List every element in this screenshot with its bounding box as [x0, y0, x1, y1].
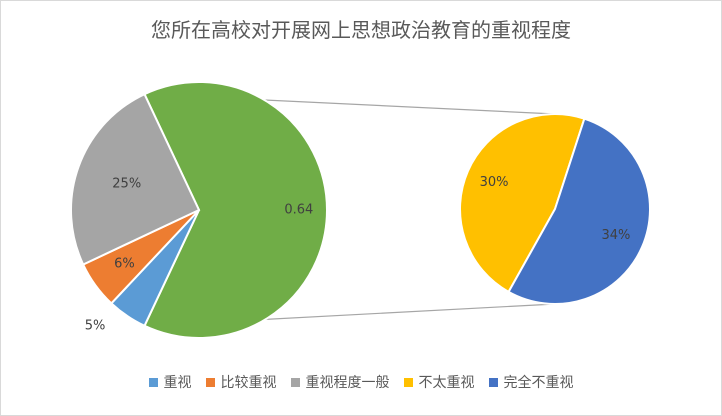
legend-label: 重视程度一般 [305, 375, 390, 391]
secondary-pie-data-label: 30% [480, 175, 509, 190]
main-pie-data-label: 6% [114, 257, 135, 272]
main-pie-data-label: 5% [85, 318, 106, 333]
legend-item: 重视程度一般 [290, 372, 390, 392]
main-pie-slice [143, 81, 328, 339]
secondary-pie-data-label: 34% [601, 228, 630, 243]
main-pie-data-label: 25% [112, 176, 141, 191]
main-pie-data-label: 0.64 [284, 203, 313, 218]
legend-swatch [148, 377, 158, 387]
legend-item: 重视 [148, 372, 192, 392]
main-pie-slice [70, 92, 201, 266]
legend-label: 重视 [163, 375, 192, 391]
legend-swatch [205, 377, 215, 387]
secondary-pie-slice [507, 117, 651, 305]
legend-swatch [403, 377, 413, 387]
legend-item: 不太重视 [403, 372, 475, 392]
legend-swatch [290, 377, 300, 387]
chart-title: 您所在高校对开展网上思想政治教育的重视程度 [151, 18, 571, 42]
legend-swatch [488, 377, 498, 387]
legend-label: 比较重视 [220, 375, 277, 391]
legend: 重视 比较重视 重视程度一般 不太重视 完全不重视 [0, 372, 722, 392]
legend-item: 比较重视 [205, 372, 277, 392]
secondary-pie-slice [459, 113, 586, 294]
legend-label: 完全不重视 [503, 375, 574, 391]
legend-item: 完全不重视 [488, 372, 574, 392]
legend-label: 不太重视 [418, 375, 475, 391]
